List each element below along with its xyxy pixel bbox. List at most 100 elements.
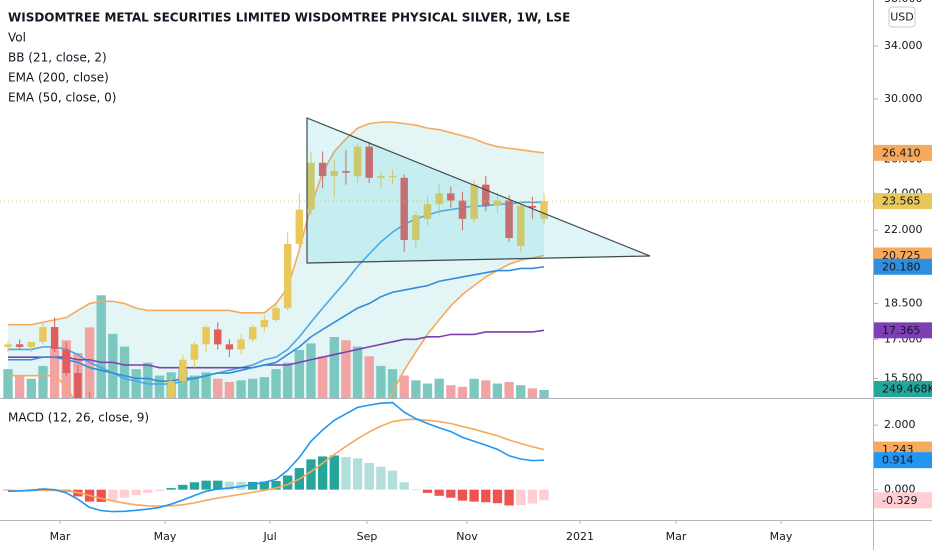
candle-body — [470, 184, 478, 219]
x-tick-label: Sep — [357, 530, 378, 543]
x-tick-label: Jul — [262, 530, 276, 543]
candle-body — [248, 327, 257, 340]
volume-bar — [49, 349, 60, 398]
histogram-label: -0.329 — [882, 494, 917, 507]
candle-body — [225, 344, 234, 350]
ema-label-box — [874, 322, 932, 339]
macd-histogram-bar — [457, 489, 468, 501]
candle-body — [318, 162, 327, 177]
macd-histogram-bar — [154, 489, 165, 491]
volume-bar — [248, 378, 258, 398]
candle-body — [179, 359, 187, 382]
triangle-drawing[interactable] — [306, 117, 651, 264]
candle-body — [307, 162, 315, 210]
candle-body — [447, 193, 455, 201]
volume-label: 249.468K — [882, 383, 932, 396]
volume-bar — [154, 375, 165, 398]
candle-body — [202, 327, 210, 345]
bb-lower-label: 20.725 — [882, 249, 921, 262]
volume-bar — [224, 381, 235, 398]
macd-histogram-bar — [422, 489, 433, 493]
candle-body — [272, 308, 280, 320]
candle-body — [283, 243, 292, 309]
candle-body — [505, 200, 513, 238]
macd-histogram-bar — [387, 470, 398, 490]
ema-label-box — [874, 258, 932, 275]
ema-label: 20.180 — [882, 260, 921, 273]
volume-bar — [131, 369, 141, 398]
bb-upper-label-box — [874, 144, 932, 161]
macd-histogram-bar — [492, 489, 503, 504]
macd-histogram-bar — [213, 480, 223, 490]
volume-bar — [527, 388, 538, 398]
volume-bar — [96, 295, 106, 398]
bb-lower-line — [8, 254, 545, 398]
macd-histogram-bar — [143, 489, 153, 493]
macd-value-label: 0.914 — [882, 454, 914, 467]
volume-bar — [26, 378, 36, 398]
volume-bar — [387, 369, 398, 398]
x-tick-label: May — [154, 530, 177, 543]
macd-label: MACD (12, 26, close, 9) — [8, 411, 149, 425]
macd-histogram-bar — [189, 482, 200, 490]
bb-fill — [8, 122, 545, 398]
x-tick-label: May — [770, 530, 793, 543]
candle-body — [27, 341, 36, 347]
macd-histogram-bar — [131, 489, 141, 496]
volume-bar — [539, 389, 549, 398]
y-tick-label: 2.000 — [884, 418, 916, 431]
macd-histogram-bar — [108, 489, 118, 501]
macd-histogram-bar — [504, 489, 514, 506]
signal-line — [8, 418, 545, 507]
macd-histogram-bar — [271, 480, 281, 490]
volume-bar — [201, 372, 211, 398]
candle-body — [342, 171, 350, 173]
y-tick-label: 34.000 — [884, 39, 923, 52]
x-tick-label: Nov — [456, 530, 478, 543]
x-tick-label: Mar — [666, 530, 687, 543]
macd-value-label-box — [874, 452, 932, 469]
candle-body — [435, 193, 443, 205]
chart-title: WISDOMTREE METAL SECURITIES LIMITED WISD… — [8, 11, 570, 25]
currency-label[interactable]: USD — [890, 11, 914, 24]
currency-box[interactable] — [888, 6, 916, 28]
volume-bar — [516, 385, 526, 398]
x-tick-label: Mar — [50, 530, 71, 543]
volume-bar — [294, 349, 304, 398]
macd-histogram-bar — [3, 489, 13, 491]
macd-pane — [3, 401, 549, 513]
macd-histogram-bar — [317, 456, 328, 490]
ema-label: 17.365 — [882, 324, 921, 337]
bb-upper-label: 26.410 — [882, 146, 921, 159]
volume-bar — [481, 380, 491, 398]
candle-body — [237, 339, 245, 350]
macd-histogram-bar — [539, 489, 549, 501]
macd-histogram-bar — [352, 458, 363, 490]
macd-histogram-bar — [446, 489, 456, 498]
x-tick-label: 2021 — [566, 530, 594, 543]
volume-bar — [283, 362, 293, 398]
last-price-label-box — [874, 193, 932, 210]
price-pane — [0, 121, 873, 398]
volume-bar — [213, 378, 223, 398]
volume-bar — [236, 380, 246, 398]
macd-histogram-bar — [201, 480, 211, 490]
macd-histogram-bar — [166, 488, 176, 490]
candle-body — [353, 146, 362, 177]
candle-body — [62, 349, 70, 374]
volume-bar — [492, 383, 503, 398]
volume-bar — [271, 369, 281, 398]
volume-bar — [422, 383, 433, 398]
candle-body — [423, 204, 432, 219]
volume-bar — [259, 377, 270, 398]
macd-histogram-bar — [411, 489, 421, 490]
macd-histogram-bar — [178, 484, 188, 490]
ema-line — [8, 329, 545, 369]
candle-body — [377, 176, 385, 178]
macd-histogram-bar — [399, 482, 409, 490]
candle-body — [15, 344, 24, 347]
macd-histogram-bar — [259, 481, 270, 490]
volume-bar — [306, 343, 316, 398]
macd-histogram-bar — [341, 457, 351, 490]
volume-bar — [3, 369, 13, 398]
